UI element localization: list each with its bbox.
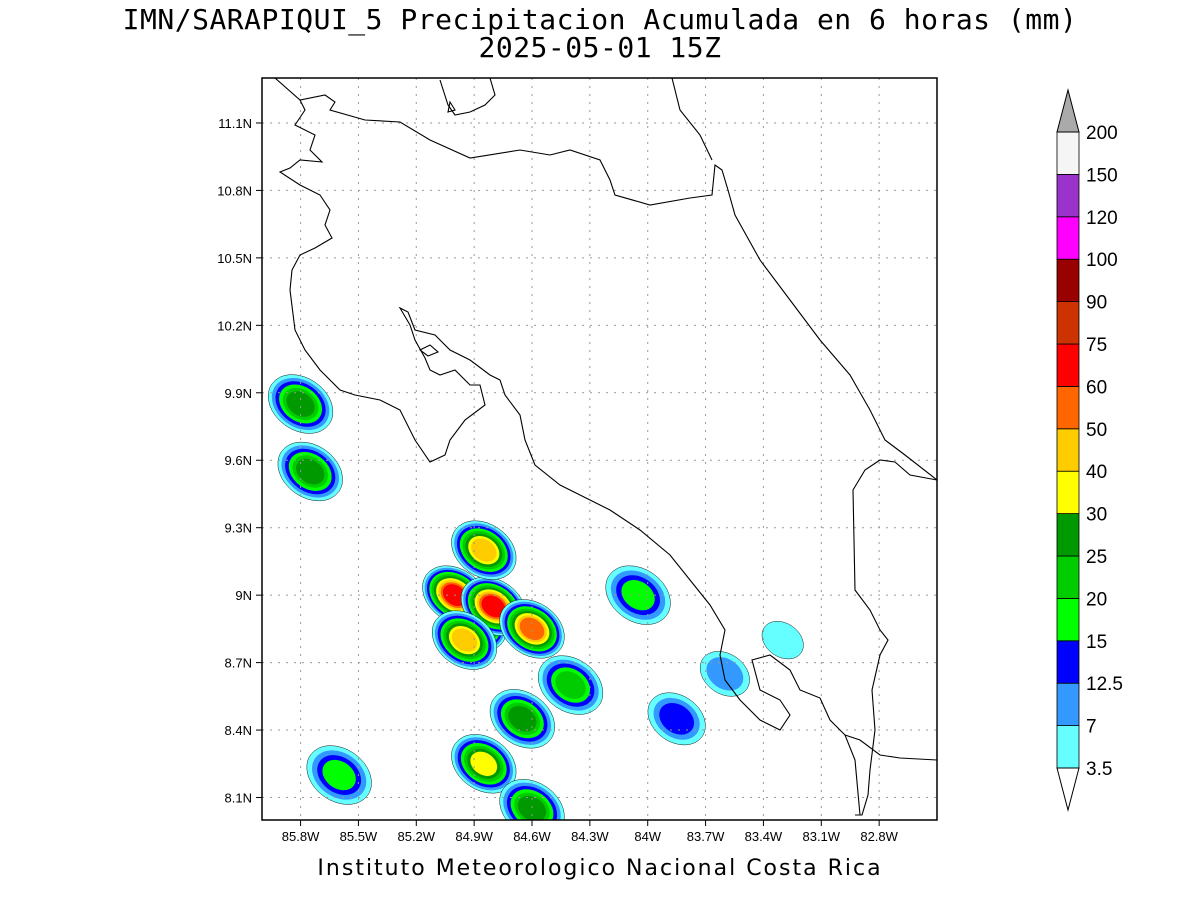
colorbar-label: 60 [1086,377,1107,398]
precip-contour [555,671,586,699]
colorbar-segment [1056,385,1080,430]
lat-tick-label: 9.3N [225,521,252,536]
precip-contour [470,538,497,562]
chart-subtitle: 2025-05-01 15Z [478,31,722,64]
colorbar-label: 12.5 [1086,674,1123,695]
lat-tick-label: 10.2N [217,318,252,333]
lat-tick-label: 9.6N [225,453,252,468]
lon-tick-label: 84.6W [513,829,551,844]
colorbar-segment [1056,216,1080,260]
lat-tick-label: 10.8N [217,183,252,198]
lon-tick-label: 83.4W [745,829,783,844]
lon-tick-label: 83.1W [802,829,840,844]
colorbar-segment [1056,470,1080,515]
precip-contour [517,795,547,820]
colorbar-segment [1056,513,1080,557]
colorbar-segment [1056,301,1080,345]
coastline [274,78,937,816]
precip-contour [470,751,498,776]
precip-contour [286,391,315,417]
precip-contour [508,705,537,732]
colorbar-label: 50 [1086,420,1107,441]
precip-contour [296,458,325,485]
chart-title: IMN/SARAPIQUI_5 Precipitacion Acumulada … [122,3,1078,36]
lon-tick-label: 84W [634,829,661,844]
precip-contour [481,595,506,618]
colorbar-segment [1056,725,1080,769]
precip-contour [519,617,545,641]
colorbar-label: 15 [1086,632,1107,653]
lon-tick-label: 84.9W [455,829,493,844]
colorbar-label: 40 [1086,462,1107,483]
colorbar-label: 200 [1086,123,1118,144]
colorbar-label: 3.5 [1086,759,1112,780]
lon-tick-label: 83.7W [687,829,725,844]
colorbar-label: 120 [1086,208,1118,229]
lat-tick-label: 11.1N [218,116,252,131]
colorbar-segment [1056,131,1080,175]
colorbar-top-arrow [1056,88,1080,133]
map-gridlines [262,78,937,820]
colorbar-label: 90 [1086,293,1107,314]
lat-tick-label: 9.9N [225,386,252,401]
colorbar-segment [1056,598,1080,642]
lon-tick-label: 85.5W [340,829,378,844]
colorbar-segment [1056,640,1080,684]
lon-tick-label: 84.3W [571,829,609,844]
colorbar-label: 75 [1086,335,1107,356]
footer-credit: Instituto Meteorologico Nacional Costa R… [317,856,883,881]
precip-contour [322,759,356,791]
colorbar-segment [1056,555,1080,599]
precip-contour [451,628,478,652]
lon-tick-label: 85.2W [397,829,435,844]
colorbar-legend: 3.5 7 12.5 15 20 25 30 40 50 60 75 90 100 120 150 200 [1056,88,1123,812]
colorbar-bottom-arrow [1056,767,1080,812]
precip-contour [706,657,744,691]
colorbar-label: 25 [1086,547,1107,568]
colorbar-label: 150 [1086,165,1118,186]
lat-tick-label: 10.5N [217,251,252,266]
precip-contour [761,621,804,660]
lat-tick-label: 8.1N [225,791,252,806]
lon-tick-label: 82.8W [860,829,898,844]
lat-tick-label: 8.4N [225,723,252,738]
colorbar-segment [1056,428,1080,472]
colorbar-segment [1056,343,1080,387]
map-background [262,78,937,820]
precip-contour [659,702,695,735]
colorbar-label: 20 [1086,589,1107,610]
colorbar-label: 100 [1086,250,1118,271]
lat-tick-label: 9N [235,588,252,603]
colorbar-segment [1056,682,1080,727]
colorbar-label: 30 [1086,505,1107,526]
colorbar-segment [1056,258,1080,303]
map-axes: 11.1N 10.8N 10.5N 10.2N 9.9N 9.6N 9.3N 9N 8.7N 8.… [217,116,898,844]
map-frame [261,77,938,821]
colorbar-label: 7 [1086,717,1097,738]
lat-tick-label: 8.7N [225,656,252,671]
lon-tick-label: 85.8W [282,829,320,844]
colorbar-segment [1056,173,1080,218]
